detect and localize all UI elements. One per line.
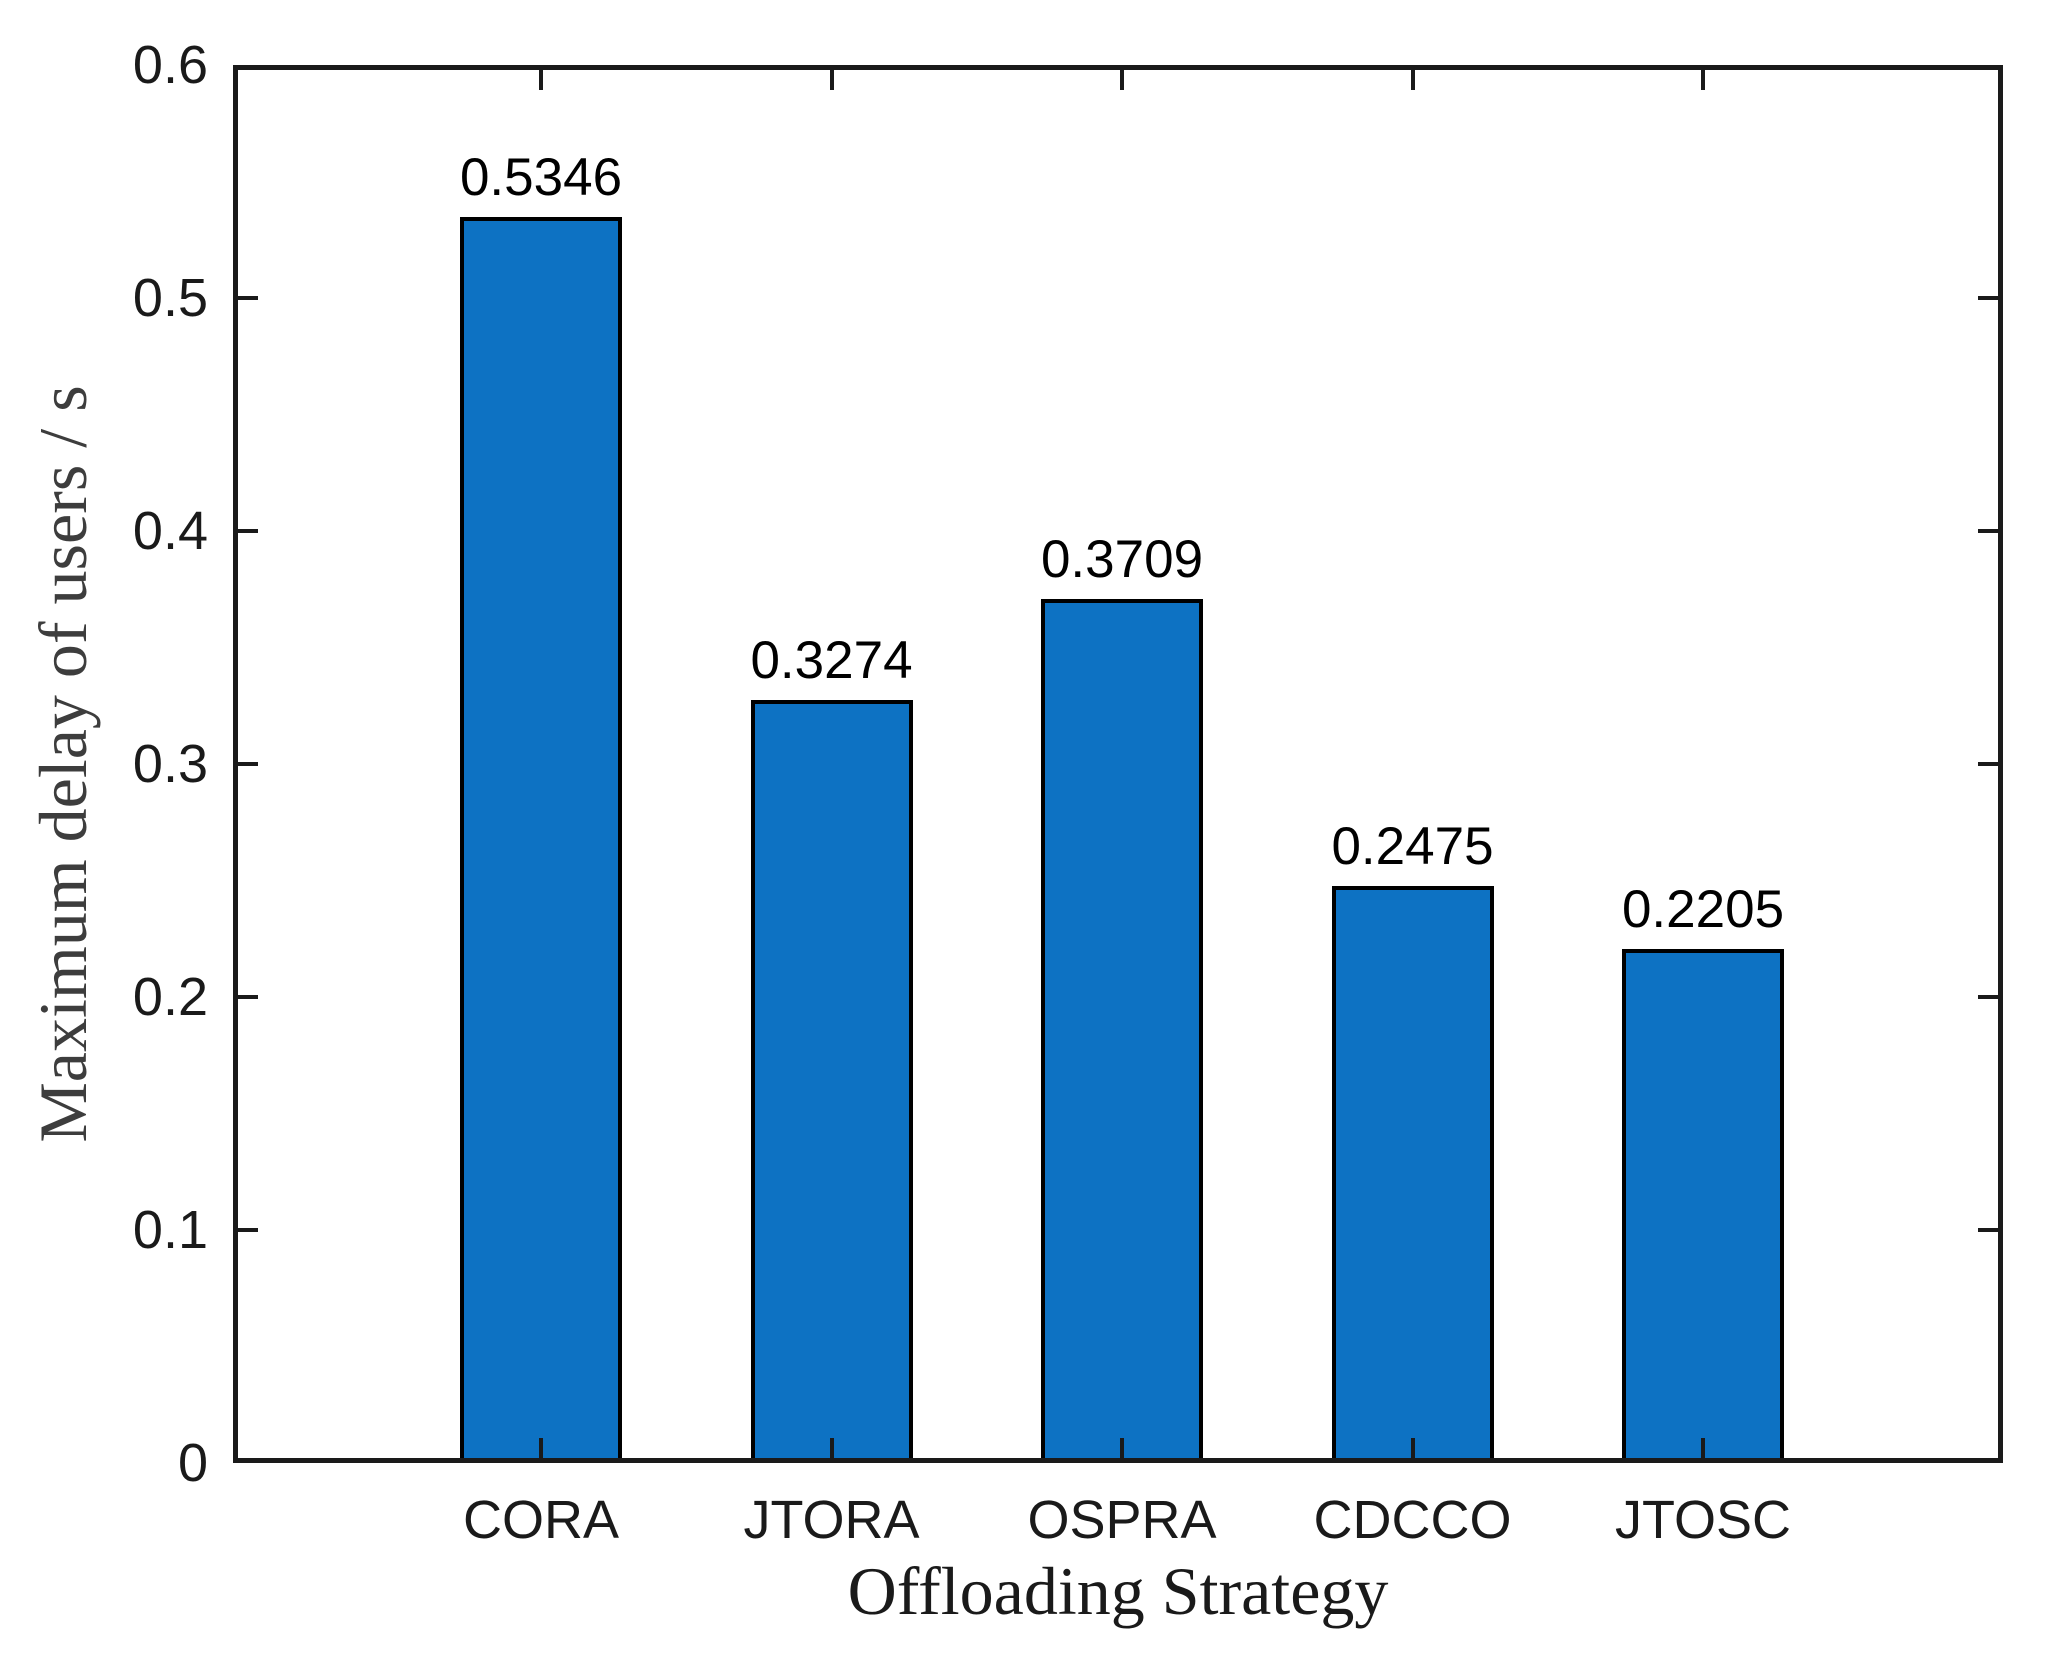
bar-value-label: 0.3274 xyxy=(750,631,913,691)
y-tick-right xyxy=(1978,296,1998,300)
bar-cdcco xyxy=(1331,886,1494,1463)
y-tick-label: 0.3 xyxy=(132,734,208,794)
y-tick-right xyxy=(1978,762,1998,766)
x-axis-label: Offloading Strategy xyxy=(847,1553,1389,1629)
y-tick-label: 0.5 xyxy=(132,268,208,328)
bar-jtora xyxy=(750,700,913,1463)
bar-ospra xyxy=(1041,598,1203,1463)
bar-value-label: 0.2475 xyxy=(1331,817,1494,877)
x-tick-label-jtora: JTORA xyxy=(743,1490,920,1550)
x-tick-label-ospra: OSPRA xyxy=(1027,1490,1217,1550)
y-tick-left xyxy=(238,529,258,533)
y-tick-right xyxy=(1978,529,1998,533)
x-tick-bottom xyxy=(1701,1438,1705,1458)
x-tick-label-cdcco: CDCCO xyxy=(1313,1490,1512,1550)
y-tick-label: 0.1 xyxy=(132,1200,208,1260)
x-tick-bottom xyxy=(1410,1438,1415,1458)
x-tick-label-cora: CORA xyxy=(462,1490,619,1550)
y-tick-left xyxy=(238,1228,258,1232)
y-tick-label: 0.6 xyxy=(132,35,208,95)
bar-cora xyxy=(460,217,622,1463)
x-tick-top xyxy=(1410,70,1415,90)
y-tick-left xyxy=(238,762,258,766)
y-tick-label: 0 xyxy=(177,1433,208,1493)
x-tick-top xyxy=(1701,70,1705,90)
x-tick-bottom xyxy=(829,1438,834,1458)
x-tick-label-jtosc: JTOSC xyxy=(1614,1490,1792,1550)
x-tick-bottom xyxy=(539,1438,543,1458)
bar-value-label: 0.3709 xyxy=(1040,529,1204,589)
x-tick-bottom xyxy=(1120,1438,1124,1458)
y-tick-left xyxy=(238,995,258,999)
y-axis-label: Maximum delay of users / s xyxy=(25,385,101,1143)
x-tick-top xyxy=(539,70,543,90)
bar-value-label: 0.5346 xyxy=(459,148,623,208)
bar-value-label: 0.2205 xyxy=(1621,880,1785,940)
x-tick-top xyxy=(829,70,834,90)
y-tick-left xyxy=(238,296,258,300)
y-tick-right xyxy=(1978,1228,1998,1232)
y-tick-label: 0.4 xyxy=(132,501,208,561)
bar-jtosc xyxy=(1622,949,1784,1463)
x-tick-top xyxy=(1120,70,1124,90)
y-tick-right xyxy=(1978,995,1998,999)
y-tick-label: 0.2 xyxy=(132,967,208,1027)
